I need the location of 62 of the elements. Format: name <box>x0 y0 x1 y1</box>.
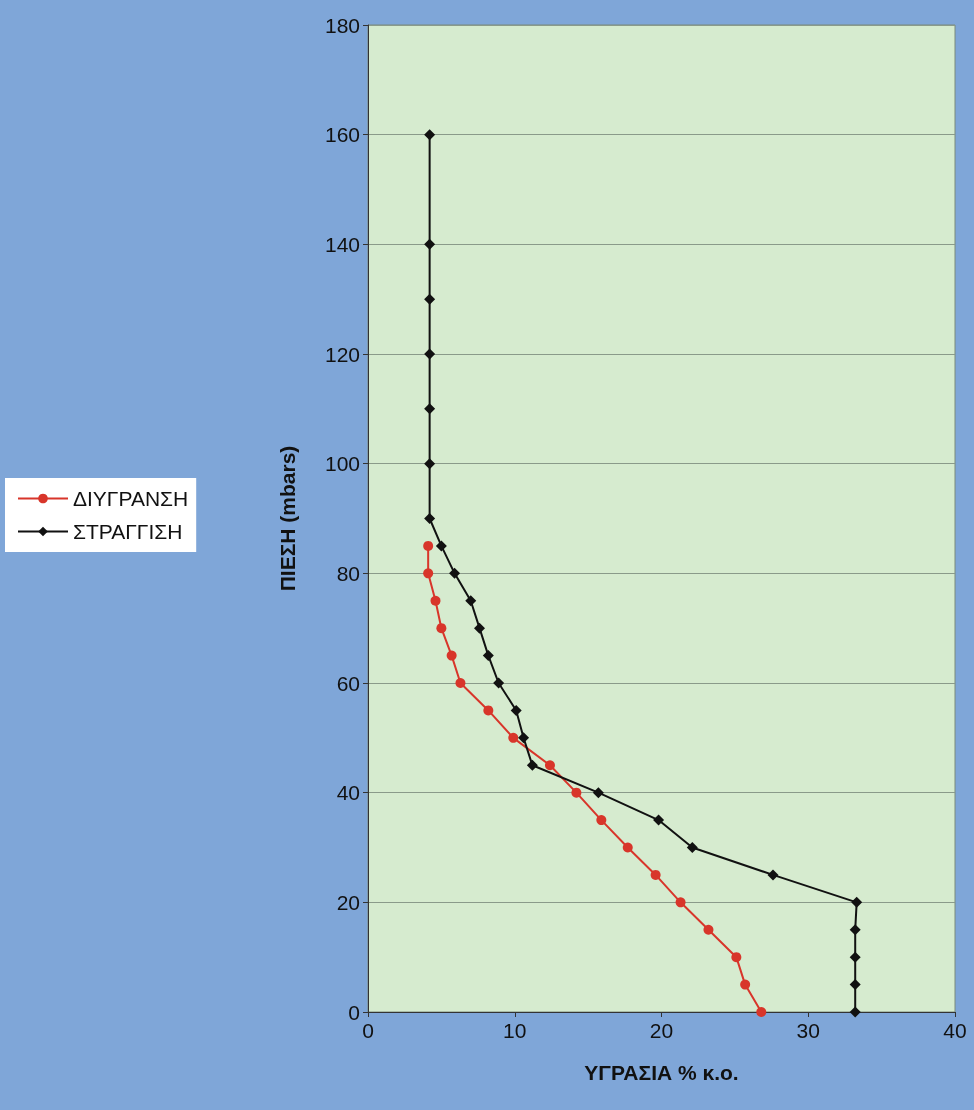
y-tick-label: 80 <box>336 561 360 585</box>
point <box>465 595 477 607</box>
point <box>424 129 436 141</box>
point <box>423 568 434 579</box>
point <box>592 787 604 799</box>
point <box>851 896 863 908</box>
point <box>740 979 751 990</box>
legend-label: ΣΤΡΑΓΓΙΣΗ <box>73 520 183 543</box>
point <box>650 869 661 880</box>
x-tick-label: 20 <box>649 1019 674 1042</box>
y-tick-label: 120 <box>324 342 360 366</box>
point <box>849 951 861 963</box>
point <box>526 759 538 771</box>
point <box>455 678 466 688</box>
point <box>446 650 457 661</box>
point <box>675 897 686 908</box>
x-tick-label: 10 <box>503 1019 527 1042</box>
point <box>424 238 436 250</box>
point <box>703 924 714 935</box>
point <box>849 979 861 991</box>
point <box>424 348 436 360</box>
point <box>518 732 530 744</box>
point <box>424 513 436 524</box>
point <box>430 595 441 606</box>
point <box>767 869 779 881</box>
y-tick-label: 180 <box>324 13 360 37</box>
point <box>435 540 447 552</box>
legend-label: ΔΙΥΓΡΑΝΣΗ <box>73 487 189 510</box>
point <box>423 540 434 551</box>
point <box>449 567 461 579</box>
point <box>483 705 494 716</box>
point <box>510 704 522 716</box>
point <box>544 760 555 771</box>
point <box>622 842 633 853</box>
point <box>424 403 436 415</box>
point <box>731 952 742 963</box>
point <box>596 815 607 826</box>
point <box>424 458 436 470</box>
point <box>436 623 447 634</box>
y-axis-title: ΠΙΕΣΗ (mbars) <box>276 445 299 592</box>
point <box>849 924 861 936</box>
y-tick-label: 60 <box>336 671 360 695</box>
y-tick-label: 100 <box>324 452 360 476</box>
y-tick-label: 160 <box>324 123 360 147</box>
point <box>508 732 519 743</box>
x-axis-title: ΥΓΡΑΣΙΑ % κ.ο. <box>584 1061 739 1084</box>
x-tick-label: 40 <box>943 1019 967 1042</box>
point <box>653 814 665 826</box>
point <box>424 293 436 305</box>
point <box>849 1006 861 1018</box>
point <box>493 677 505 689</box>
y-tick-label: 20 <box>336 890 360 914</box>
point <box>756 1007 767 1017</box>
point <box>571 787 582 798</box>
point <box>474 622 486 634</box>
y-tick-label: 40 <box>336 781 360 805</box>
x-tick-label: 30 <box>796 1019 820 1042</box>
y-tick-label: 140 <box>324 232 360 256</box>
point <box>482 650 494 662</box>
x-tick-label: 0 <box>362 1019 374 1042</box>
point <box>686 842 698 853</box>
y-tick-label: 0 <box>348 1000 360 1024</box>
